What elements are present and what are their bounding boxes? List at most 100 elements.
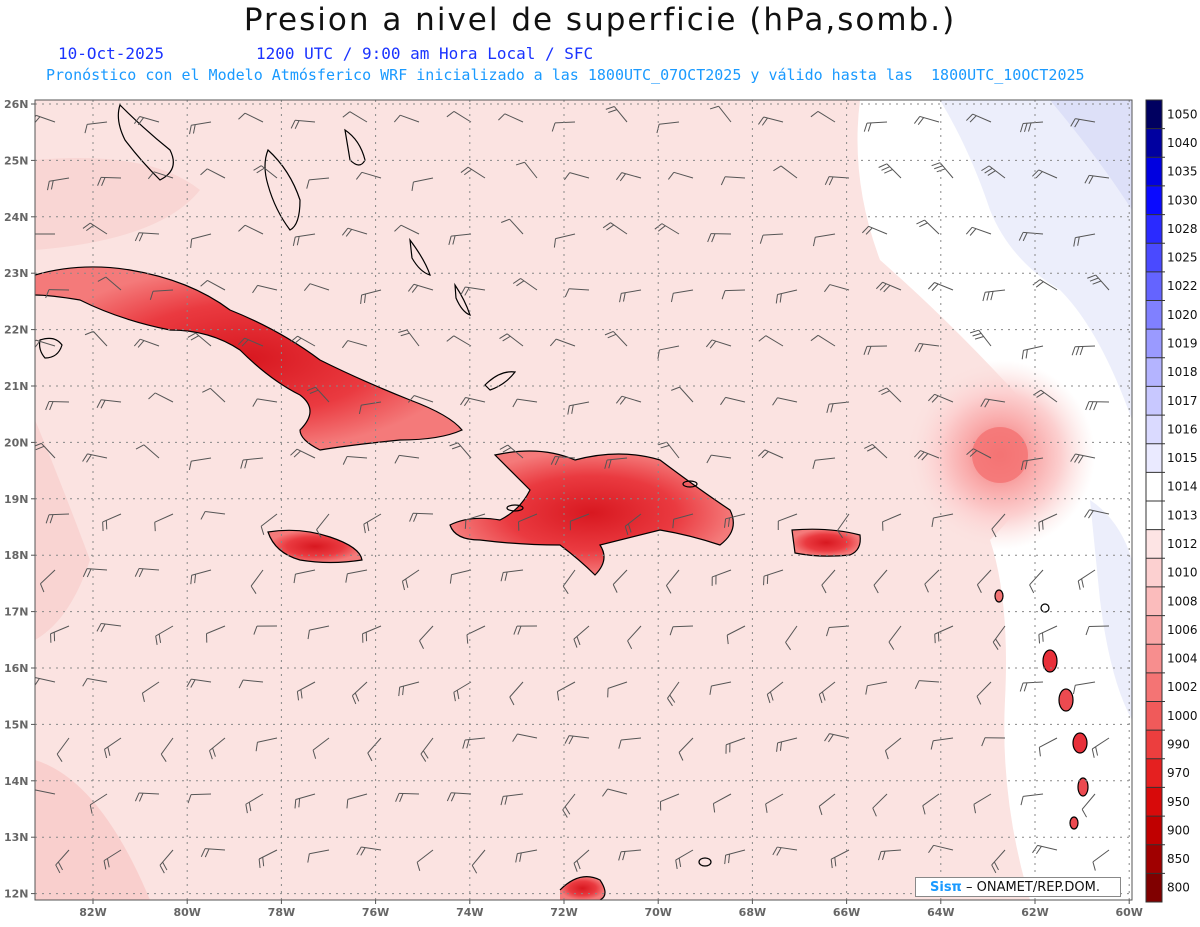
colorbar-swatch <box>1146 844 1162 874</box>
wind-barb-flag <box>882 851 886 860</box>
wind-barb-staff <box>569 401 590 407</box>
wind-barb-flag <box>1041 632 1044 642</box>
wind-barb-flag <box>965 226 973 235</box>
coastlines <box>35 103 1089 900</box>
wind-barb-flag <box>1092 861 1096 871</box>
wind-barb-staff <box>244 112 264 123</box>
wind-barb-staff <box>829 176 850 179</box>
colorbar-label: 1010 <box>1167 566 1198 580</box>
wind-barb-flag <box>995 638 1001 647</box>
wind-barb-flag <box>828 176 834 186</box>
wind-barb-staff <box>87 677 108 683</box>
wind-barb-flag <box>982 292 986 302</box>
lat-tick-label: 12N <box>4 888 29 901</box>
colorbar-swatch <box>1146 816 1162 846</box>
wind-barb-staff <box>257 737 278 743</box>
wind-barb-flag <box>89 804 93 814</box>
wind-barb-staff <box>621 172 642 179</box>
wind-barb-flag <box>397 909 399 918</box>
wind-barb-staff <box>207 279 226 291</box>
wind-barb-flag <box>84 330 94 336</box>
wind-barb-staff <box>190 793 212 796</box>
wind-barb-staff <box>672 625 694 628</box>
colorbar-swatch <box>1146 672 1162 702</box>
wind-barb-flag <box>471 865 478 874</box>
wind-barb-flag <box>1095 746 1099 756</box>
wind-barb-staff <box>399 906 419 909</box>
lat-tick-label: 16N <box>4 662 29 675</box>
wind-barb-staff <box>206 625 226 635</box>
wind-barb-staff <box>612 331 628 347</box>
wind-barb-flag <box>500 218 510 223</box>
wind-barb-flag <box>775 294 779 304</box>
wind-barb-staff <box>416 849 434 863</box>
wind-barb-flag <box>245 804 248 814</box>
wind-barb-flag <box>137 117 145 126</box>
wind-barb-staff <box>973 448 992 459</box>
wind-barb-flag <box>669 626 674 636</box>
wind-barb-staff <box>347 569 368 575</box>
wind-barb-flag <box>298 798 301 808</box>
colorbar-swatch <box>1146 243 1162 273</box>
wind-barb-flag <box>618 851 622 861</box>
wind-barb-flag <box>241 339 249 347</box>
lat-tick-label: 13N <box>4 831 29 844</box>
wind-barb-flag <box>189 125 192 135</box>
wind-barb-staff <box>867 121 888 124</box>
wind-barb-flag <box>453 692 456 702</box>
wind-barb-staff <box>55 849 70 866</box>
wind-barb-flag <box>776 742 779 752</box>
wind-barb-staff <box>1077 569 1096 582</box>
wind-barb-staff <box>451 792 472 795</box>
wind-barb-flag <box>615 395 623 404</box>
wind-barb-flag <box>411 181 414 192</box>
wind-barb-flag <box>512 733 518 742</box>
chart-title: Presion a nivel de superficie (hPa,somb.… <box>243 2 957 38</box>
wind-barb-flag <box>834 857 837 867</box>
lon-tick-label: 66W <box>833 906 860 919</box>
wind-barb-flag <box>135 444 145 450</box>
wind-barb-flag <box>1024 123 1028 132</box>
map-frame <box>34 99 1133 901</box>
wind-barb-flag <box>706 454 712 464</box>
wind-barb-flag <box>969 228 977 236</box>
wind-barb-staff <box>919 343 940 347</box>
wind-barb-flag <box>498 113 506 121</box>
wind-barb-flag <box>56 753 63 762</box>
wind-barb-flag <box>573 638 578 648</box>
colorbar-swatch <box>1146 558 1162 588</box>
wind-barb-flag <box>888 641 895 650</box>
wind-barb-flag <box>413 513 418 522</box>
wind-barb-staff <box>764 906 783 912</box>
wind-barb-flag <box>448 907 451 916</box>
wind-barb-staff <box>569 172 590 179</box>
wind-barb-staff <box>457 442 472 459</box>
colorbar-swatch <box>1146 214 1162 244</box>
wind-barb-staff <box>885 737 902 751</box>
wind-barb-flag <box>830 403 834 413</box>
wind-barb-staff <box>764 449 784 459</box>
wind-barb-staff <box>627 625 642 642</box>
lat-tick-label: 17N <box>4 606 29 619</box>
lon-tick-label: 60W <box>1115 906 1142 919</box>
wind-barb-flag <box>864 443 873 449</box>
colorbar-label: 1035 <box>1167 165 1198 179</box>
wind-barb-flag <box>826 627 830 637</box>
wind-barb-flag <box>290 335 298 343</box>
colorbar-label: 1050 <box>1167 107 1198 121</box>
wind-barb-flag <box>354 692 360 702</box>
colorbar-label: 1006 <box>1167 623 1198 637</box>
wind-barb-flag <box>448 236 452 246</box>
wind-barb-flag <box>761 451 769 459</box>
wind-barb-staff <box>777 737 798 744</box>
wind-barb-staff <box>1023 793 1044 797</box>
lat-tick-label: 22N <box>4 324 29 337</box>
wind-barb-flag <box>810 110 819 118</box>
wind-barb-flag <box>812 460 816 470</box>
wind-barb-flag <box>249 921 253 927</box>
wind-barb-staff <box>244 224 264 235</box>
wind-barb-flag <box>1078 455 1084 464</box>
wind-barb-staff <box>260 165 278 179</box>
wind-barb-flag <box>137 340 145 348</box>
wind-barb-flag <box>342 111 351 118</box>
